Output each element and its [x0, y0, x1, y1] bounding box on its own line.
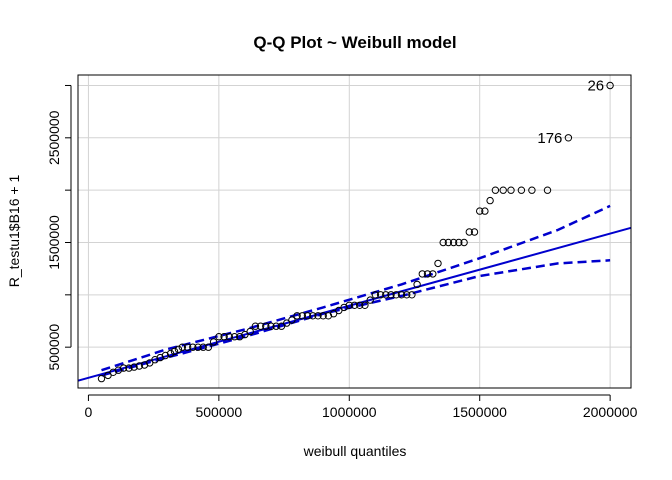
x-tick-label: 500000 — [195, 404, 242, 420]
data-point — [465, 228, 473, 236]
x-tick-label: 0 — [85, 404, 93, 420]
data-point — [215, 333, 223, 341]
x-axis: 0 500000 1000000 1500000 2000000 — [85, 394, 638, 420]
point-annotations: 26 176 — [537, 77, 604, 146]
data-point — [251, 322, 260, 330]
data-point — [434, 259, 442, 268]
data-point — [403, 291, 411, 299]
data-point — [376, 291, 385, 299]
data-point — [481, 207, 489, 215]
data-point — [397, 291, 406, 299]
data-point — [309, 312, 317, 320]
data-point — [220, 333, 228, 341]
data-point — [486, 196, 494, 205]
data-point — [517, 186, 526, 194]
data-point — [293, 312, 301, 320]
data-point — [460, 238, 468, 247]
data-point — [194, 343, 202, 351]
data-point — [413, 280, 421, 289]
data-point — [225, 333, 234, 341]
data-point — [499, 186, 507, 194]
data-point — [455, 238, 463, 247]
y-tick-label: 2500000 — [46, 110, 62, 165]
y-tick-label: 1500000 — [46, 215, 62, 270]
data-point — [230, 333, 239, 341]
data-point — [371, 291, 380, 299]
data-point — [345, 301, 353, 309]
data-point — [170, 347, 179, 356]
data-point — [423, 270, 432, 278]
data-point — [350, 301, 359, 309]
data-point — [161, 351, 170, 360]
data-point — [189, 343, 197, 351]
data-point — [449, 238, 458, 247]
data-point — [246, 327, 254, 336]
data-point — [418, 270, 426, 278]
data-point — [199, 343, 207, 351]
data-point — [166, 349, 175, 358]
data-point — [262, 322, 270, 330]
confidence-band — [101, 204, 611, 377]
point-annotation: 176 — [537, 130, 562, 147]
data-point — [135, 362, 144, 370]
data-point — [183, 343, 192, 351]
y-axis: 500000 1500000 2500000 — [46, 84, 72, 371]
data-point — [382, 291, 390, 299]
data-point — [241, 330, 249, 339]
chart-title: Q-Q Plot ~ Weibull model — [253, 33, 456, 52]
data-point — [174, 345, 183, 353]
reference-line-group — [77, 226, 632, 382]
data-point — [408, 291, 416, 299]
data-point — [125, 364, 133, 372]
data-point — [528, 186, 536, 194]
data-point — [97, 374, 106, 383]
data-point — [564, 134, 573, 142]
confidence-band-upper — [101, 204, 611, 372]
data-point — [119, 364, 128, 372]
data-point — [606, 81, 614, 90]
data-point — [366, 296, 374, 304]
data-point — [130, 363, 138, 371]
data-point — [392, 291, 400, 299]
point-annotation: 26 — [587, 77, 604, 94]
data-point — [319, 312, 327, 320]
y-tick-label: 500000 — [46, 324, 62, 371]
x-axis-label: weibull quantiles — [303, 443, 407, 459]
data-point — [298, 312, 306, 320]
data-point — [335, 306, 343, 315]
data-point — [470, 228, 479, 236]
data-point — [146, 359, 154, 367]
data-point — [204, 343, 213, 351]
x-tick-label: 2000000 — [583, 404, 638, 420]
data-point — [491, 186, 500, 194]
x-tick-label: 1500000 — [452, 404, 507, 420]
plot-frame — [77, 74, 632, 389]
data-point — [356, 301, 364, 309]
data-point — [444, 238, 453, 247]
data-point — [329, 310, 338, 318]
x-tick-label: 1000000 — [322, 404, 377, 420]
data-point — [361, 301, 369, 309]
data-point — [543, 186, 552, 194]
data-point — [256, 322, 265, 330]
grid — [78, 75, 631, 388]
confidence-band-lower — [101, 259, 611, 377]
data-point — [209, 338, 218, 346]
data-point — [476, 207, 484, 215]
data-point — [387, 291, 395, 299]
data-point — [178, 343, 187, 351]
data-point — [267, 322, 275, 330]
data-point — [288, 316, 296, 324]
data-point — [272, 322, 280, 330]
data-point — [507, 186, 515, 194]
reference-line — [77, 226, 632, 382]
data-point — [429, 270, 437, 278]
y-axis-label: R_testu1$B16 + 1 — [6, 175, 22, 288]
data-point — [303, 312, 312, 320]
data-points — [97, 81, 614, 383]
data-point — [439, 238, 447, 247]
data-point — [314, 312, 322, 320]
